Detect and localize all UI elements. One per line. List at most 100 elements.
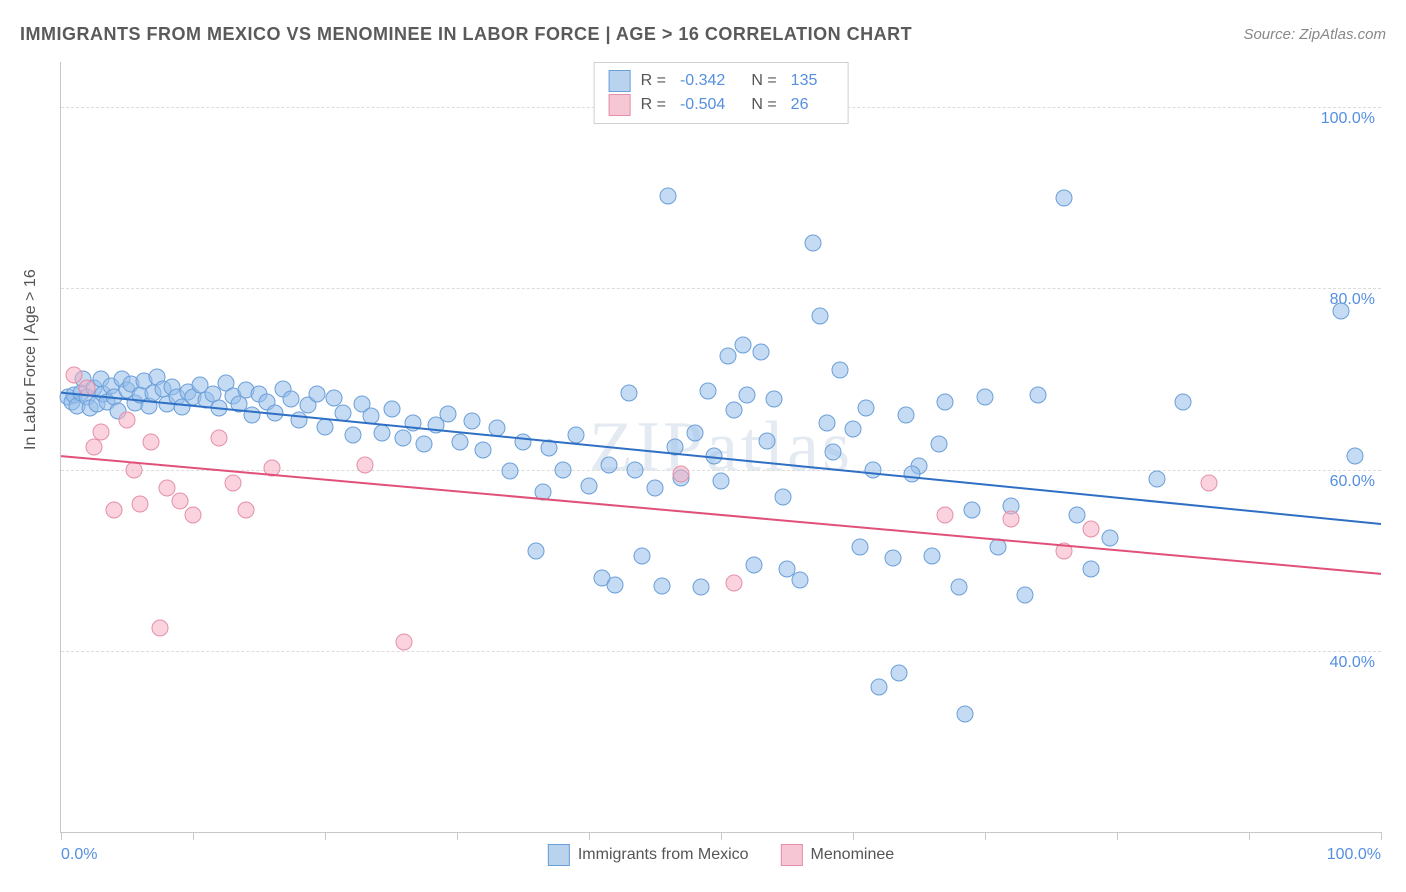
data-point-series-1 xyxy=(416,436,433,453)
data-point-series-2 xyxy=(673,466,690,483)
data-point-series-1 xyxy=(924,547,941,564)
data-point-series-1 xyxy=(812,307,829,324)
data-point-series-2 xyxy=(396,633,413,650)
data-point-series-2 xyxy=(237,502,254,519)
data-point-series-2 xyxy=(1056,543,1073,560)
data-point-series-1 xyxy=(845,420,862,437)
swatch-series-1-bottom xyxy=(548,844,570,866)
chart-title: IMMIGRANTS FROM MEXICO VS MENOMINEE IN L… xyxy=(20,24,912,45)
data-point-series-1 xyxy=(534,484,551,501)
gridline-h xyxy=(61,288,1381,289)
data-point-series-1 xyxy=(891,665,908,682)
series-2-name: Menominee xyxy=(811,846,895,864)
x-tick xyxy=(61,832,62,840)
data-point-series-1 xyxy=(739,387,756,404)
data-point-series-2 xyxy=(1201,475,1218,492)
source-attribution: Source: ZipAtlas.com xyxy=(1243,26,1386,43)
data-point-series-1 xyxy=(1148,470,1165,487)
swatch-series-1 xyxy=(609,70,631,92)
data-point-series-1 xyxy=(904,466,921,483)
data-point-series-1 xyxy=(851,538,868,555)
data-point-series-1 xyxy=(394,429,411,446)
data-point-series-1 xyxy=(363,408,380,425)
data-point-series-2 xyxy=(105,502,122,519)
data-point-series-2 xyxy=(171,493,188,510)
data-point-series-1 xyxy=(897,407,914,424)
data-point-series-1 xyxy=(653,577,670,594)
data-point-series-1 xyxy=(266,405,283,422)
data-point-series-1 xyxy=(600,457,617,474)
swatch-series-2 xyxy=(609,94,631,116)
x-tick xyxy=(1117,832,1118,840)
data-point-series-2 xyxy=(119,411,136,428)
n-label: N = xyxy=(751,69,776,93)
data-point-series-1 xyxy=(344,427,361,444)
data-point-series-1 xyxy=(693,579,710,596)
data-point-series-1 xyxy=(1082,561,1099,578)
data-point-series-1 xyxy=(775,488,792,505)
data-point-series-1 xyxy=(1029,387,1046,404)
data-point-series-2 xyxy=(132,496,149,513)
data-point-series-2 xyxy=(66,366,83,383)
data-point-series-1 xyxy=(607,576,624,593)
legend-item-1: Immigrants from Mexico xyxy=(548,844,749,866)
data-point-series-2 xyxy=(158,479,175,496)
data-point-series-1 xyxy=(937,393,954,410)
data-point-series-2 xyxy=(264,459,281,476)
data-point-series-1 xyxy=(451,434,468,451)
data-point-series-1 xyxy=(977,389,994,406)
data-point-series-1 xyxy=(1333,303,1350,320)
data-point-series-1 xyxy=(759,432,776,449)
data-point-series-1 xyxy=(581,477,598,494)
data-point-series-1 xyxy=(699,382,716,399)
data-point-series-1 xyxy=(244,407,261,424)
x-tick xyxy=(853,832,854,840)
data-point-series-1 xyxy=(752,343,769,360)
data-point-series-1 xyxy=(633,547,650,564)
data-point-series-2 xyxy=(92,423,109,440)
trend-lines xyxy=(61,62,1381,832)
data-point-series-1 xyxy=(666,439,683,456)
data-point-series-1 xyxy=(990,538,1007,555)
data-point-series-1 xyxy=(963,502,980,519)
legend-row-series-1: R = -0.342 N = 135 xyxy=(609,69,834,93)
data-point-series-1 xyxy=(554,461,571,478)
data-point-series-1 xyxy=(501,463,518,480)
data-point-series-1 xyxy=(792,572,809,589)
data-point-series-1 xyxy=(439,406,456,423)
r-value-2: -0.504 xyxy=(680,93,725,117)
scatter-plot-area: ZIPatlas R = -0.342 N = 135 R = -0.504 N… xyxy=(60,62,1381,833)
data-point-series-1 xyxy=(871,679,888,696)
y-axis-label: In Labor Force | Age > 16 xyxy=(22,269,40,450)
x-tick xyxy=(721,832,722,840)
r-value-1: -0.342 xyxy=(680,69,725,93)
n-label: N = xyxy=(751,93,776,117)
x-tick xyxy=(1249,832,1250,840)
gridline-h xyxy=(61,651,1381,652)
data-point-series-1 xyxy=(528,543,545,560)
data-point-series-1 xyxy=(950,579,967,596)
data-point-series-1 xyxy=(818,415,835,432)
data-point-series-2 xyxy=(1082,520,1099,537)
data-point-series-2 xyxy=(726,574,743,591)
data-point-series-2 xyxy=(152,620,169,637)
data-point-series-1 xyxy=(515,433,532,450)
data-point-series-1 xyxy=(864,461,881,478)
data-point-series-1 xyxy=(309,385,326,402)
data-point-series-1 xyxy=(719,348,736,365)
y-tick-label: 40.0% xyxy=(1330,654,1375,672)
data-point-series-2 xyxy=(224,475,241,492)
x-tick-label: 100.0% xyxy=(1327,846,1381,864)
legend-row-series-2: R = -0.504 N = 26 xyxy=(609,93,834,117)
data-point-series-1 xyxy=(726,401,743,418)
data-point-series-2 xyxy=(356,457,373,474)
data-point-series-2 xyxy=(125,461,142,478)
data-point-series-1 xyxy=(567,427,584,444)
data-point-series-1 xyxy=(660,188,677,205)
data-point-series-1 xyxy=(713,472,730,489)
correlation-legend: R = -0.342 N = 135 R = -0.504 N = 26 xyxy=(594,62,849,124)
data-point-series-1 xyxy=(647,479,664,496)
series-1-name: Immigrants from Mexico xyxy=(578,846,749,864)
x-tick xyxy=(457,832,458,840)
data-point-series-1 xyxy=(627,461,644,478)
